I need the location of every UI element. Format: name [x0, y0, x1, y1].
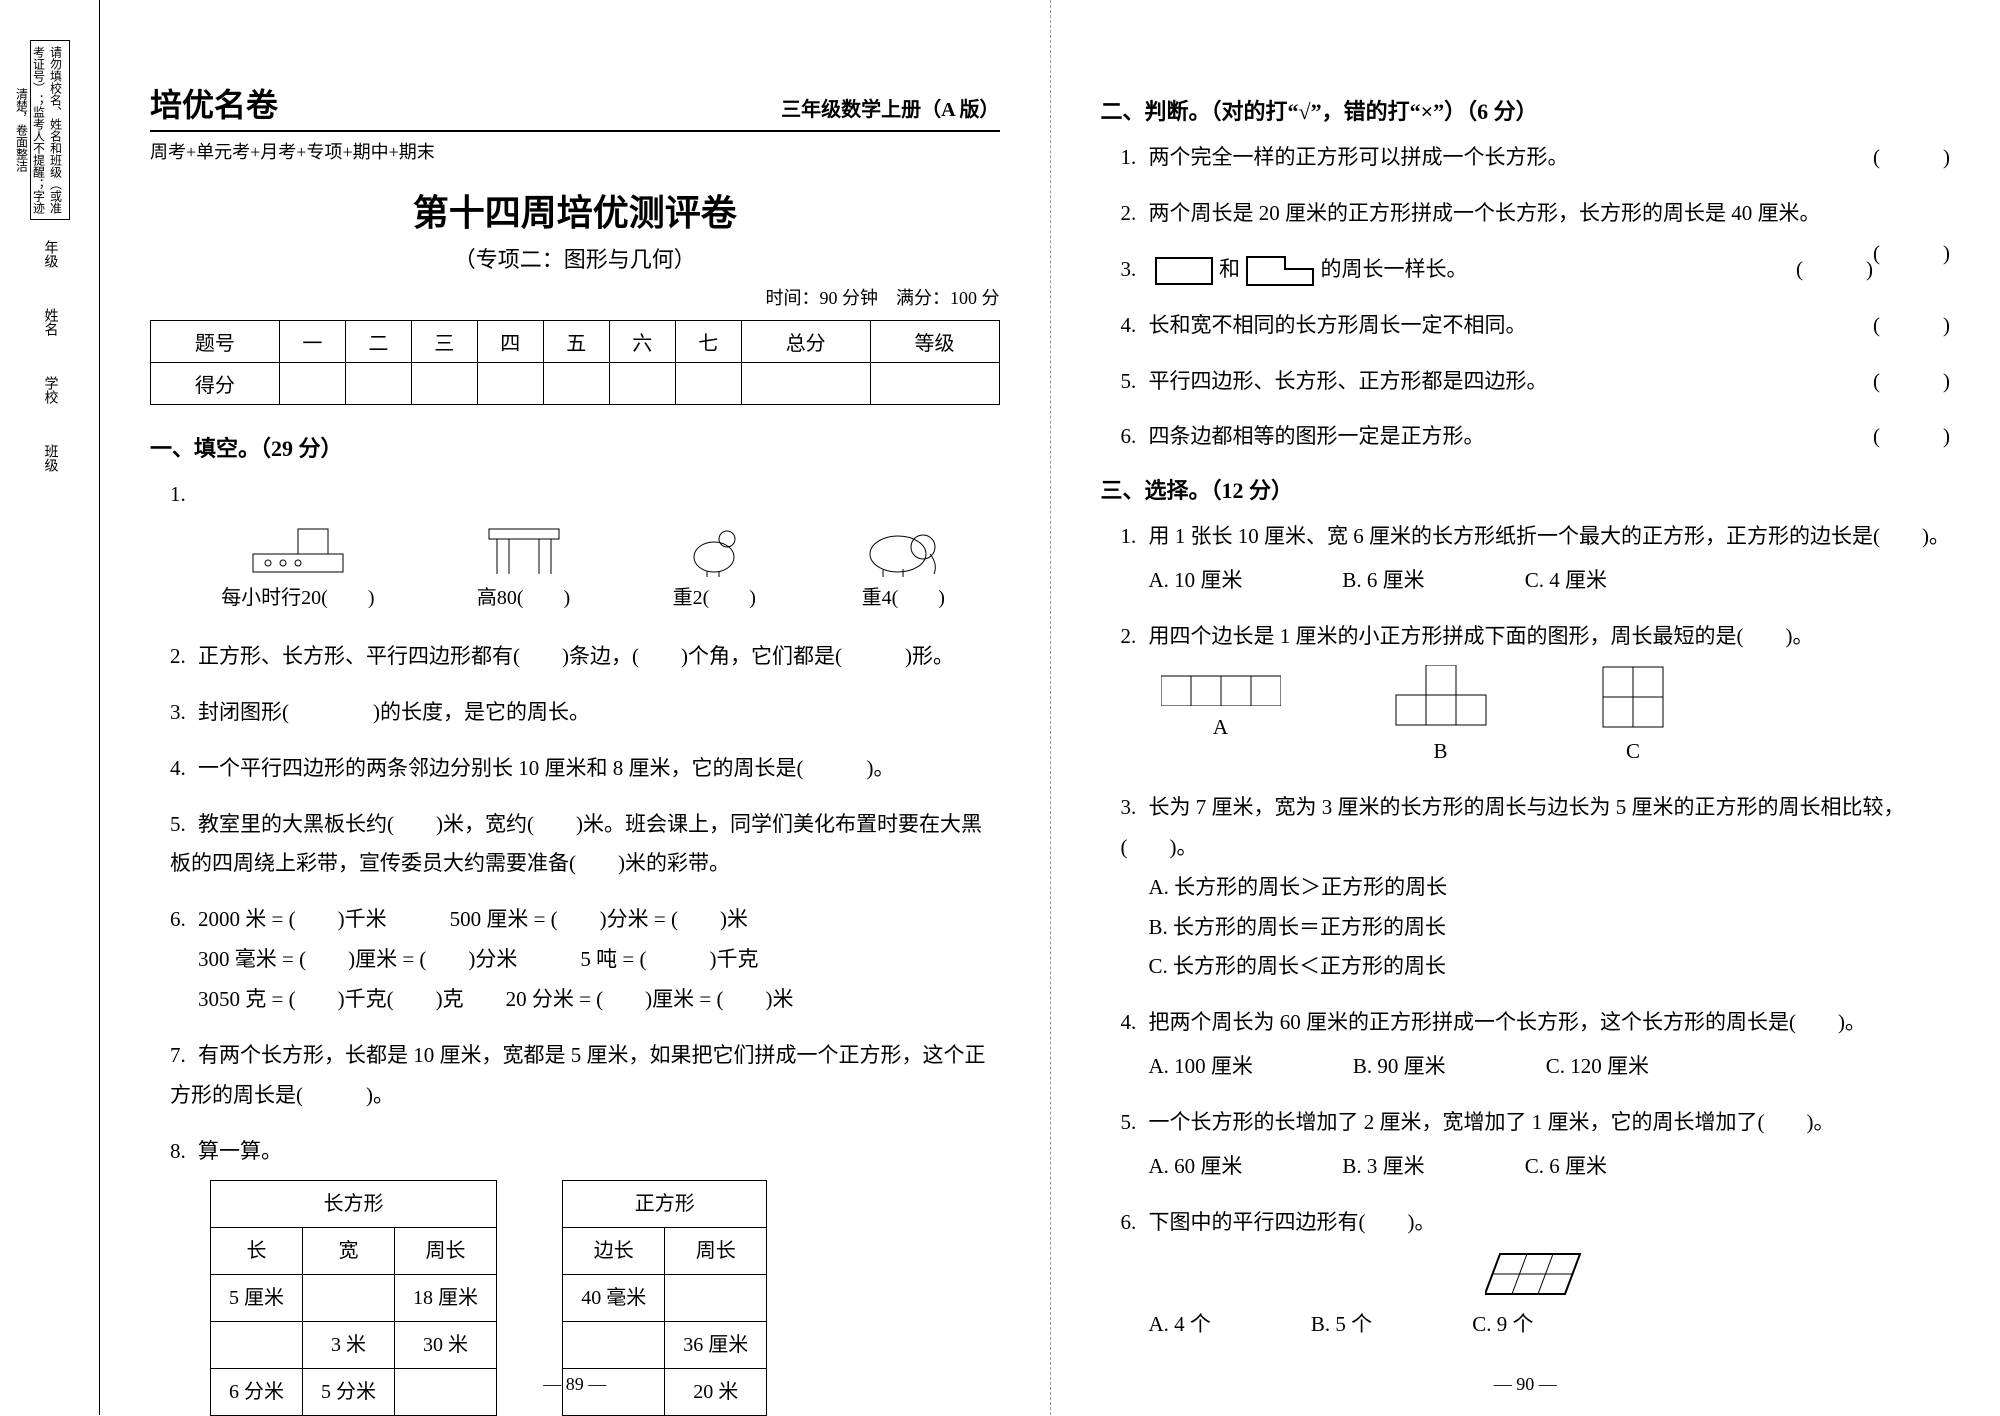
page-number-right: — 90 —	[1051, 1374, 2000, 1395]
q7: 7.有两个长方形，长都是 10 厘米，宽都是 5 厘米，如果把它们拼成一个正方形…	[170, 1036, 1000, 1116]
choice-2: 2.用四个边长是 1 厘米的小正方形拼成下面的图形，周长最短的是( )。 A	[1121, 617, 1951, 772]
binding-instructions: 请勿填校名、姓名和班级（或准考证号）；监考人不提醒；字迹清楚，卷面整洁	[30, 40, 70, 220]
page-right: 二、判断。（对的打“√”，错的打“×”）（6 分） 1.两个完全一样的正方形可以…	[1051, 0, 2000, 1415]
binding-field-school: 学校	[40, 376, 60, 404]
judge-2: 2.两个周长是 20 厘米的正方形拼成一个长方形，长方形的周长是 40 厘米。(…	[1121, 194, 1951, 234]
rect-shape-icon	[1154, 256, 1214, 286]
shape-a-icon	[1161, 666, 1281, 706]
choice-1: 1.用 1 张长 10 厘米、宽 6 厘米的长方形纸折一个最大的正方形，正方形的…	[1121, 517, 1951, 601]
grade-label: 三年级数学上册（A 版）	[781, 93, 999, 122]
choice-6: 6.下图中的平行四边形有( )。 A. 4 个B. 5 个C. 9 个	[1121, 1203, 1951, 1345]
q2: 2.正方形、长方形、平行四边形都有( )条边，( )个角，它们都是( )形。	[170, 637, 1000, 677]
q4: 4.一个平行四边形的两条邻边分别长 10 厘米和 8 厘米，它的周长是( )。	[170, 749, 1000, 789]
page-number-left: — 89 —	[100, 1374, 1050, 1395]
section-1-title: 一、填空。（29 分）	[150, 431, 1000, 463]
q1: 1. 每小时行20( ) 高80( ) 重2( ) 重4( )	[170, 475, 1000, 621]
paper-subtitle: （专项二：图形与几何）	[150, 242, 1000, 274]
judge-4: 4.长和宽不相同的长方形周长一定不相同。( )	[1121, 306, 1951, 346]
section-2-title: 二、判断。（对的打“√”，错的打“×”）（6 分）	[1101, 94, 1951, 126]
ship-icon	[243, 519, 353, 579]
choice-3: 3.长为 7 厘米，宽为 3 厘米的长方形的周长与边长为 5 厘米的正方形的周长…	[1121, 788, 1951, 987]
score-value-row: 得分	[151, 363, 1000, 405]
binding-field-name: 姓名	[40, 308, 60, 336]
section-1-questions: 1. 每小时行20( ) 高80( ) 重2( ) 重4( )	[150, 475, 1000, 1416]
elephant-icon	[858, 519, 948, 579]
judge-1: 1.两个完全一样的正方形可以拼成一个长方形。( )	[1121, 138, 1951, 178]
desk-icon	[479, 519, 569, 579]
q5: 5.教室里的大黑板长约( )米，宽约( )米。班会课上，同学们美化布置时要在大黑…	[170, 805, 1000, 885]
judge-3: 3. 和 的周长一样长。 ( )	[1121, 250, 1951, 290]
parallelogram-grid-icon	[1485, 1249, 1585, 1299]
test-types: 周考+单元考+月考+专项+期中+期末	[150, 138, 1000, 164]
binding-field-class: 班级	[40, 444, 60, 472]
binding-margin: 请勿填校名、姓名和班级（或准考证号）；监考人不提醒；字迹清楚，卷面整洁 年级 姓…	[0, 0, 100, 1415]
q3: 3.封闭图形( )的长度，是它的周长。	[170, 693, 1000, 733]
section-3-title: 三、选择。（12 分）	[1101, 473, 1951, 505]
section-3-questions: 1.用 1 张长 10 厘米、宽 6 厘米的长方形纸折一个最大的正方形，正方形的…	[1101, 517, 1951, 1344]
shape-c-icon	[1601, 665, 1666, 730]
section-2-questions: 1.两个完全一样的正方形可以拼成一个长方形。( ) 2.两个周长是 20 厘米的…	[1101, 138, 1951, 457]
binding-field-grade: 年级	[40, 240, 60, 268]
shape-b-icon	[1391, 665, 1491, 730]
judge-5: 5.平行四边形、长方形、正方形都是四边形。( )	[1121, 362, 1951, 402]
chicken-icon	[679, 519, 749, 579]
paper-title: 第十四周培优测评卷	[150, 184, 1000, 236]
choice-4: 4.把两个周长为 60 厘米的正方形拼成一个长方形，这个长方形的周长是( )。 …	[1121, 1003, 1951, 1087]
score-table: 题号 一 二 三 四 五 六 七 总分 等级 得分	[150, 320, 1000, 405]
choice-5: 5.一个长方形的长增加了 2 厘米，宽增加了 1 厘米，它的周长增加了( )。 …	[1121, 1103, 1951, 1187]
judge-6: 6.四条边都相等的图形一定是正方形。( )	[1121, 417, 1951, 457]
page-left: 培优名卷 三年级数学上册（A 版） 周考+单元考+月考+专项+期中+期末 第十四…	[100, 0, 1051, 1415]
score-header-row: 题号 一 二 三 四 五 六 七 总分 等级	[151, 321, 1000, 363]
timing: 时间：90 分钟 满分：100 分	[150, 284, 1000, 310]
q6: 6.2000 米 = ( )千米 500 厘米 = ( )分米 = ( )米 3…	[170, 900, 1000, 1020]
l-shape-icon	[1245, 255, 1315, 287]
logo: 培优名卷	[150, 80, 278, 126]
page-header: 培优名卷 三年级数学上册（A 版）	[150, 80, 1000, 132]
